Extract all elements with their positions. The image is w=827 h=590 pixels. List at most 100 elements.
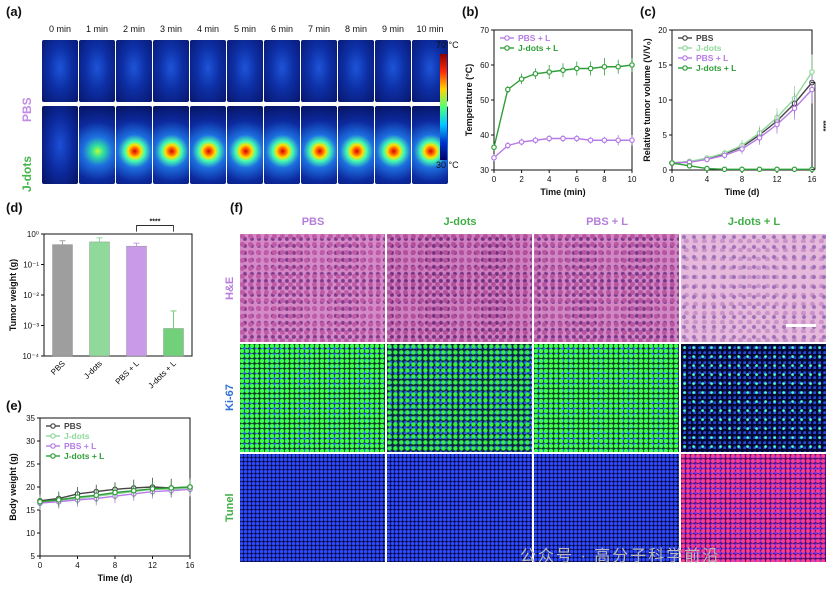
y-tick-label: 35 bbox=[26, 414, 35, 423]
thermal-image-pbs bbox=[338, 40, 374, 102]
data-point bbox=[168, 485, 175, 491]
thermal-image-jdots bbox=[227, 106, 263, 184]
data-point bbox=[187, 484, 193, 490]
y-tick-label: 10⁰ bbox=[27, 230, 39, 239]
data-point bbox=[504, 86, 511, 93]
data-point bbox=[574, 135, 580, 142]
data-point bbox=[130, 487, 137, 494]
legend-marker bbox=[504, 45, 510, 51]
y-tick-label: 15 bbox=[658, 61, 667, 70]
legend-label: J-dots + L bbox=[696, 63, 736, 73]
scale-bar bbox=[786, 324, 816, 327]
y-axis-label: Body weight (g) bbox=[8, 453, 18, 521]
y-tick-label: 25 bbox=[26, 460, 35, 469]
thermal-image-jdots bbox=[264, 106, 300, 184]
data-point bbox=[560, 67, 566, 74]
histology-image bbox=[240, 454, 385, 562]
histology-grid: PBS J-dots PBS + L J-dots + L H&E Ki-67 Tunel bbox=[222, 214, 827, 590]
legend-label: J-dots + L bbox=[64, 451, 104, 461]
y-tick-label: 10⁻⁴ bbox=[22, 352, 39, 361]
x-tick-label: 16 bbox=[186, 561, 195, 570]
data-point bbox=[704, 165, 710, 172]
x-tick-label: 16 bbox=[808, 175, 817, 184]
y-tick-label: 0 bbox=[663, 166, 668, 175]
legend-marker bbox=[50, 453, 56, 459]
data-point bbox=[809, 69, 815, 75]
thermal-image-jdots bbox=[190, 106, 226, 184]
y-tick-label: 10⁻³ bbox=[23, 322, 39, 331]
y-axis-label: Relative tumor volume (V/V₀) bbox=[642, 38, 652, 162]
thermal-image-pbs bbox=[301, 40, 337, 102]
x-axis-label: Time (min) bbox=[540, 187, 585, 197]
x-tick-label: 8 bbox=[602, 175, 607, 184]
time-label: 5 min bbox=[233, 24, 256, 34]
data-point bbox=[587, 137, 594, 144]
histology-column-label: J-dots bbox=[443, 216, 477, 228]
data-point bbox=[791, 105, 798, 112]
data-point bbox=[774, 121, 780, 128]
time-label: 9 min bbox=[381, 24, 404, 34]
data-point bbox=[491, 154, 497, 161]
data-point bbox=[560, 135, 566, 142]
legend-marker bbox=[682, 35, 688, 41]
histology-column-label: PBS bbox=[301, 216, 325, 228]
temperature-colorbar bbox=[440, 54, 447, 160]
y-tick-label: 70 bbox=[480, 26, 489, 35]
data-point bbox=[491, 144, 497, 151]
thermal-image-jdots bbox=[79, 106, 115, 184]
histology-row-label: Ki-67 bbox=[224, 384, 236, 412]
x-tick-label: 8 bbox=[113, 561, 118, 570]
data-point bbox=[669, 160, 675, 166]
histology-column-label: PBS + L bbox=[586, 216, 628, 228]
colorbar-max-label: 70 °C bbox=[436, 40, 459, 50]
data-point bbox=[601, 137, 608, 144]
data-point bbox=[739, 146, 745, 152]
thermal-image-jdots bbox=[42, 106, 78, 184]
legend-marker bbox=[682, 65, 688, 71]
data-point bbox=[774, 166, 780, 173]
legend-label: PBS bbox=[64, 421, 82, 431]
thermal-image-pbs bbox=[264, 40, 300, 102]
histology-image bbox=[534, 454, 679, 562]
bar bbox=[163, 328, 184, 357]
bar bbox=[126, 245, 147, 357]
x-tick-label: 10 bbox=[628, 175, 637, 184]
y-axis-label: Tumor weight (g) bbox=[8, 259, 18, 331]
tumor-volume-chart: 0 4 8 12 16 0 5 10 15 20 Time (d) Relative tumor vo… bbox=[642, 26, 826, 197]
thermal-image-jdots bbox=[338, 106, 374, 184]
y-tick-label: 30 bbox=[26, 437, 35, 446]
histology-image bbox=[681, 454, 826, 562]
y-tick-label: 5 bbox=[31, 552, 36, 561]
legend-marker bbox=[504, 35, 510, 41]
data-point bbox=[809, 86, 815, 93]
histology-image bbox=[240, 234, 385, 342]
legend-label: J-dots + L bbox=[518, 43, 558, 53]
histology-column-label: J-dots + L bbox=[727, 216, 781, 228]
legend-label: PBS + L bbox=[518, 33, 550, 43]
data-point bbox=[704, 156, 710, 163]
legend-label: J-dots bbox=[64, 431, 90, 441]
panel-e-label: (e) bbox=[6, 398, 22, 413]
y-tick-label: 5 bbox=[663, 131, 668, 140]
x-tick-label: 4 bbox=[547, 175, 552, 184]
data-point bbox=[518, 76, 525, 82]
data-point bbox=[546, 135, 553, 142]
colorbar-min-label: 30 °C bbox=[436, 160, 459, 170]
significance-bracket bbox=[811, 82, 816, 170]
data-point bbox=[37, 498, 43, 505]
y-tick-label: 10 bbox=[658, 96, 667, 105]
data-point bbox=[149, 486, 156, 492]
data-point bbox=[532, 70, 539, 77]
data-point bbox=[756, 166, 763, 173]
data-point bbox=[93, 492, 100, 499]
legend-marker bbox=[50, 423, 56, 429]
x-tick-label: 12 bbox=[773, 175, 782, 184]
data-point bbox=[574, 65, 580, 72]
panel-a-label: (a) bbox=[6, 4, 22, 19]
data-point bbox=[546, 69, 553, 75]
data-point bbox=[629, 137, 635, 144]
row-label-jdots: J-dots bbox=[20, 156, 34, 192]
y-tick-label: 10⁻² bbox=[23, 291, 39, 300]
legend-marker bbox=[682, 45, 688, 51]
data-point bbox=[587, 65, 594, 72]
